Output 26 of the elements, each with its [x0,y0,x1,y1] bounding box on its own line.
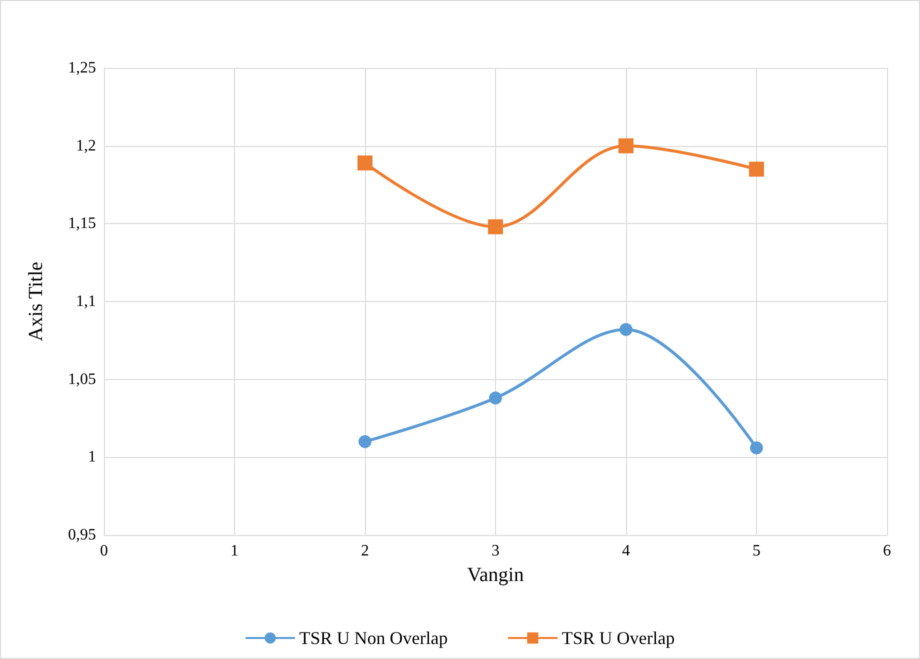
x-tick-label: 6 [883,542,891,560]
x-tick-label: 5 [752,542,760,560]
point [358,435,372,448]
point [358,155,372,170]
point [749,162,764,177]
y-axis-title: Axis Title [25,262,47,342]
x-tick-label: 3 [492,542,500,560]
x-tick-label: 0 [100,542,108,560]
y-tick-label: 1,15 [68,215,96,232]
x-tick-label: 1 [230,542,238,560]
point [488,219,503,234]
y-tick-label: 1,2 [76,137,96,154]
legend-label: TSR U Non Overlap [299,628,448,648]
point [618,138,634,154]
legend-label: TSR U Overlap [562,628,675,648]
y-tick-label: 1 [88,448,96,466]
y-tick-label: 1,25 [68,60,96,76]
point [620,323,632,336]
x-tick-label: 2 [361,542,369,560]
point [750,441,763,454]
x-tick-label: 4 [622,542,630,560]
point [489,392,502,405]
x-axis-title: Vangin [467,564,524,586]
y-tick-label: 1,05 [68,370,96,388]
y-tick-label: 1,1 [76,293,96,310]
y-tick-label: 0,95 [68,526,96,544]
